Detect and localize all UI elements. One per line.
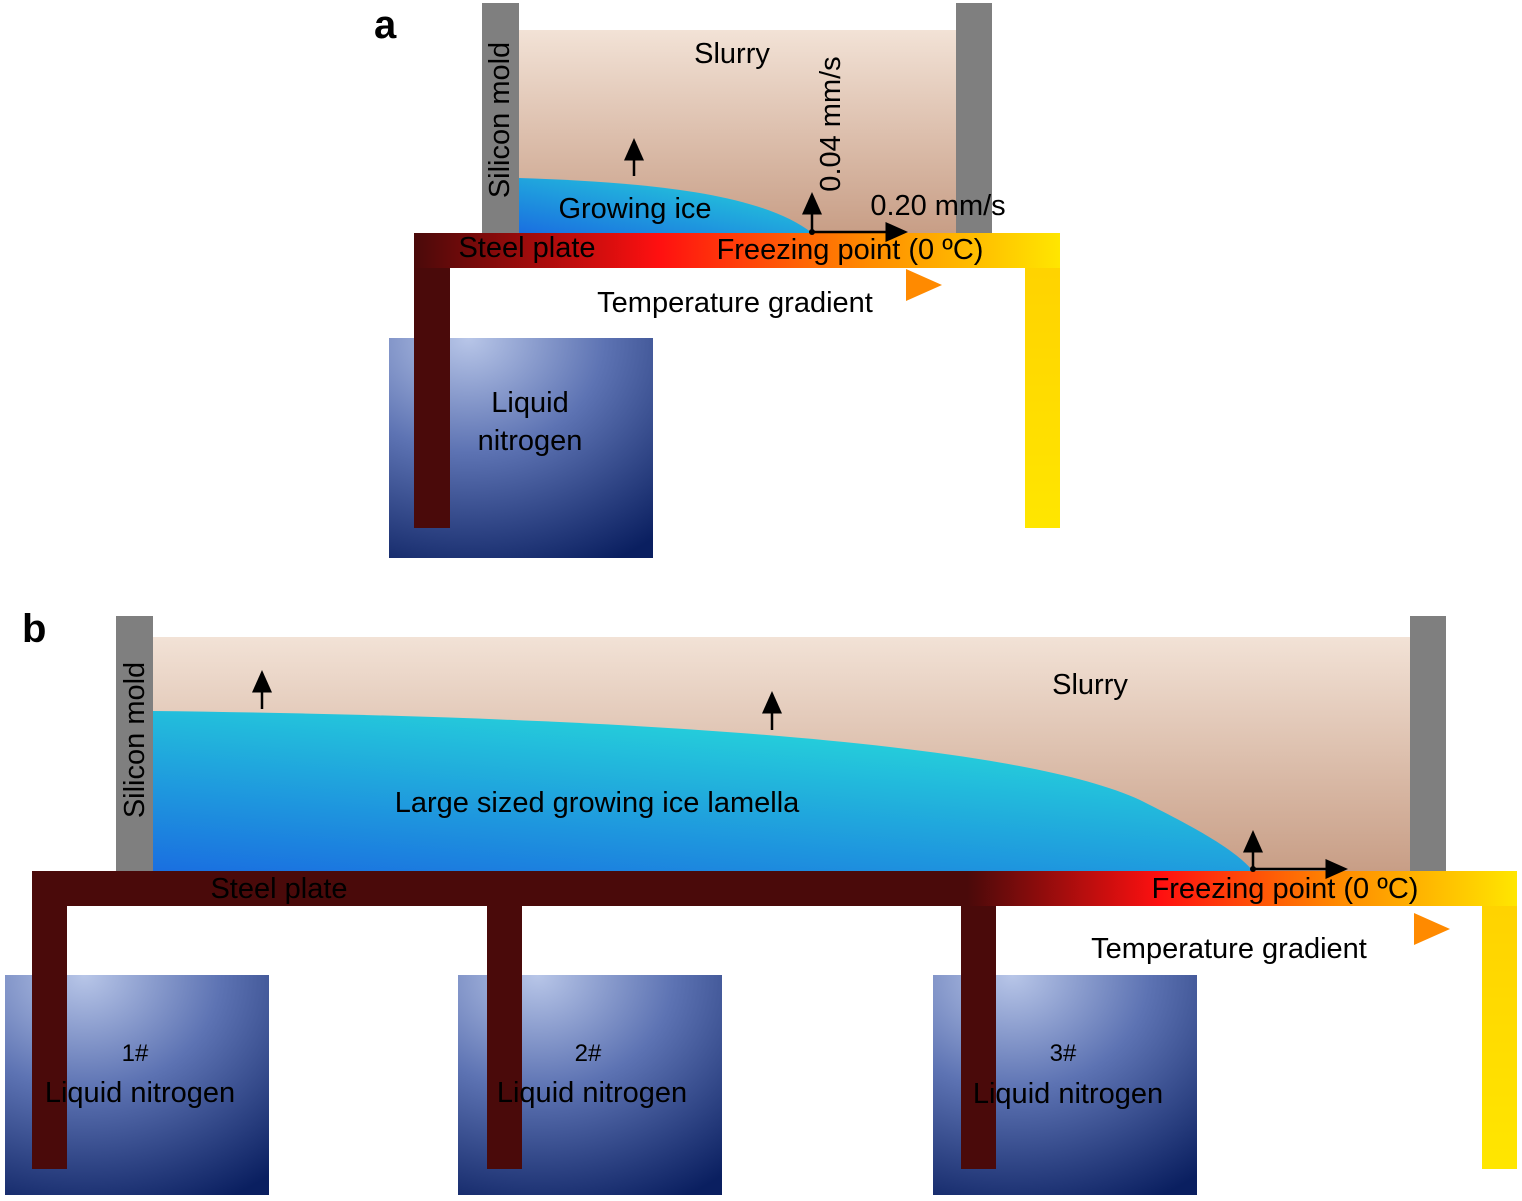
panel-b-letter: b: [22, 607, 46, 651]
freezing-point-label-b: Freezing point (0 ºC): [1152, 873, 1419, 905]
panel-a-letter: a: [374, 3, 397, 47]
panel-b: b 1# Liquid nitrogen 2# Liquid nitrogen …: [5, 607, 1517, 1195]
liquid-nitrogen-label-2: nitrogen: [478, 425, 583, 457]
steel-plate-leg-2: [487, 871, 522, 1169]
temperature-gradient-label-b: Temperature gradient: [1091, 933, 1367, 965]
freezing-front-point-b: [1250, 866, 1256, 872]
horizontal-speed-label: 0.20 mm/s: [870, 190, 1005, 222]
tank-2-number: 2#: [575, 1040, 602, 1067]
slurry-label-b: Slurry: [1052, 669, 1128, 701]
silicon-mold-label-b: Silicon mold: [119, 662, 151, 818]
steel-plate: [414, 233, 1060, 268]
steel-plate-cold-leg: [414, 233, 450, 528]
liquid-nitrogen-label-1: Liquid: [491, 387, 568, 419]
ice-lamella-label: Large sized growing ice lamella: [395, 787, 800, 819]
silicon-mold-label: Silicon mold: [484, 42, 516, 198]
slurry-label: Slurry: [694, 38, 770, 70]
silicon-mold-right-b: [1410, 616, 1446, 871]
freezing-point-label: Freezing point (0 ºC): [717, 234, 984, 266]
steel-plate-b: [32, 871, 1517, 906]
steel-plate-leg-3: [961, 871, 996, 1169]
tank-1-label: Liquid nitrogen: [45, 1077, 235, 1109]
tank-2-label: Liquid nitrogen: [497, 1077, 687, 1109]
ice-lamella: [152, 711, 1253, 871]
vertical-speed-label: 0.04 mm/s: [815, 56, 847, 191]
steel-plate-warm-leg-b: [1482, 871, 1517, 1169]
steel-plate-leg-1: [32, 871, 67, 1169]
tank-3-number: 3#: [1050, 1040, 1077, 1067]
silicon-mold-left-b: [116, 616, 153, 871]
silicon-mold-right: [956, 3, 992, 233]
silicon-mold-left: [482, 3, 519, 233]
tank-1-number: 1#: [122, 1040, 149, 1067]
panel-a: a Liquid nitrogen Silicon mold Slurry Gr…: [374, 3, 1060, 558]
growing-ice-label: Growing ice: [558, 193, 711, 225]
steel-plate-label-b: Steel plate: [210, 873, 347, 905]
growing-ice: [519, 178, 812, 233]
freezing-front-point: [809, 229, 815, 235]
steel-plate-label: Steel plate: [458, 232, 595, 264]
temperature-gradient-label: Temperature gradient: [597, 287, 873, 319]
tank-3-label: Liquid nitrogen: [973, 1078, 1163, 1110]
steel-plate-warm-leg: [1025, 233, 1060, 528]
